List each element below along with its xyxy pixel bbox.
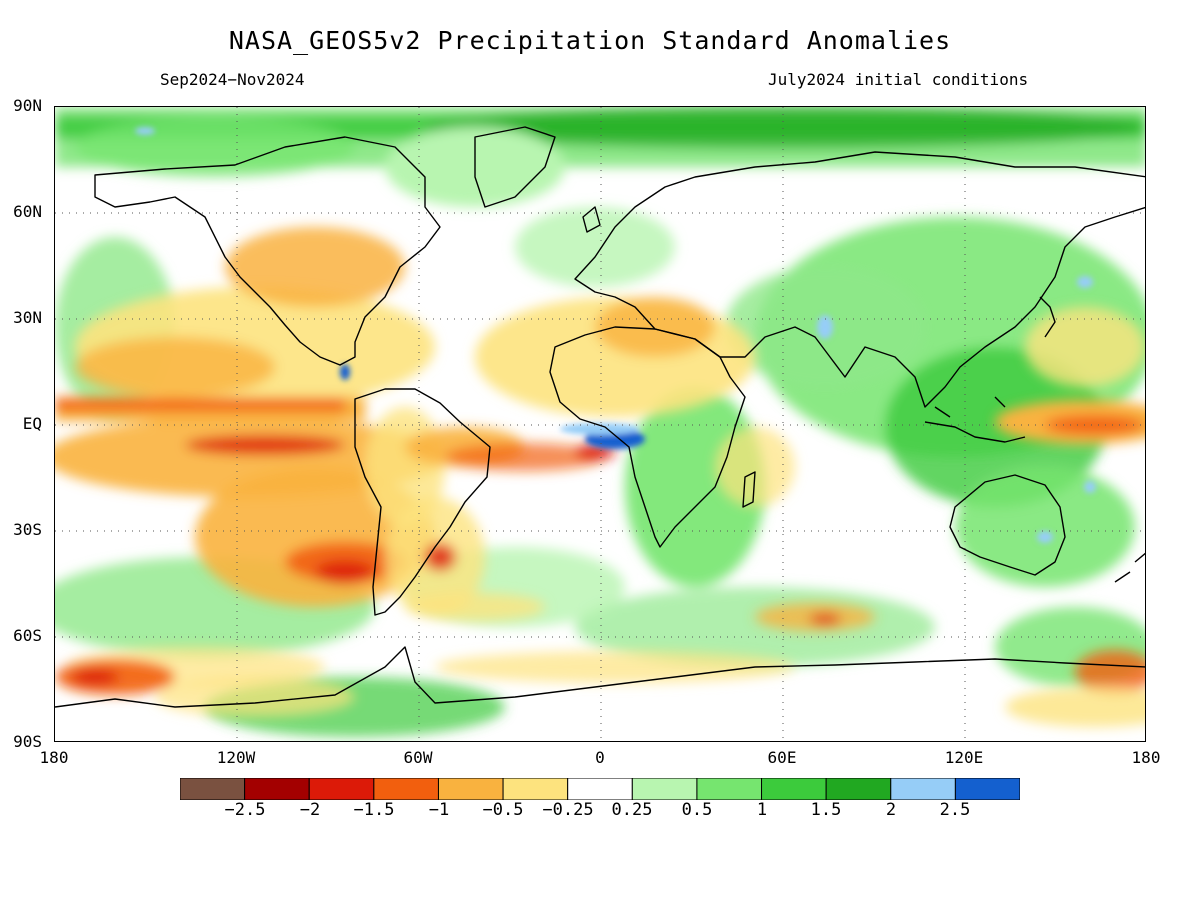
lon-label-0: 0 [595,748,605,767]
legend-label-12: 2.5 [939,800,971,820]
colorbar-swatch-10 [761,778,827,800]
lon-label-120e: 120E [944,748,984,767]
anomaly-field-svg [55,107,1145,741]
colorbar-swatch-8 [631,778,698,800]
legend-label-5: −0.5 [482,800,524,820]
legend-label-11: 2 [885,800,897,820]
initial-conditions: July2024 initial conditions [768,70,1029,89]
lon-label-180w: 180 [39,748,69,767]
colorbar-swatch-3 [308,778,375,800]
legend-label-7: 0.25 [611,800,653,820]
negative-anomaly-fields [55,227,1145,727]
lat-label-30n: 30N [13,308,42,327]
legend-label-1: −2.5 [224,800,266,820]
lon-label-120w: 120W [216,748,256,767]
colorbar-swatch-9 [696,778,763,800]
colorbar-swatch-7 [567,778,633,800]
lon-label-60e: 60E [767,748,797,767]
greenland-outline [474,126,556,208]
colorbar-swatch-13 [954,778,1020,800]
japan-outline [1039,296,1056,338]
colorbar [180,778,1020,800]
lat-label-60n: 60N [13,202,42,221]
colorbar-swatch-12 [890,778,956,800]
colorbar-swatch-2 [244,778,310,800]
coastlines [55,126,1145,708]
madagascar-outline [742,471,756,508]
strong-wet-patches [135,127,1096,543]
new-zealand-outline [1114,552,1145,583]
colorbar-swatch-4 [373,778,439,800]
lat-label-90s: 90S [13,732,42,751]
lat-label-90n: 90N [13,96,42,115]
uk-outline [582,206,601,233]
colorbar-swatch-1 [180,778,246,800]
south-america-outline [354,388,491,616]
indonesia-outline [924,396,1026,443]
lon-label-180e: 180 [1131,748,1161,767]
colorbar-swatch-5 [437,778,504,800]
map-title: NASA_GEOS5v2 Precipitation Standard Anom… [228,26,952,55]
precipitation-anomaly-map [54,106,1146,742]
antarctica-outline [55,646,1145,708]
legend-label-9: 1 [756,800,768,820]
legend-label-10: 1.5 [810,800,842,820]
legend-label-4: −1 [428,800,450,820]
australia-outline [949,474,1066,576]
forecast-period: Sep2024−Nov2024 [160,70,305,89]
legend-label-6: −0.25 [542,800,594,820]
legend-label-3: −1.5 [353,800,395,820]
legend-label-8: 0.5 [681,800,713,820]
lat-label-eq: EQ [22,414,42,433]
lat-label-30s: 30S [13,520,42,539]
lat-label-60s: 60S [13,626,42,645]
eurasia-outline [574,151,1145,408]
colorbar-swatch-6 [502,778,569,800]
lon-label-60w: 60W [403,748,433,767]
legend-label-2: −2 [299,800,321,820]
north-america-outline [94,136,441,366]
colorbar-swatch-11 [825,778,892,800]
